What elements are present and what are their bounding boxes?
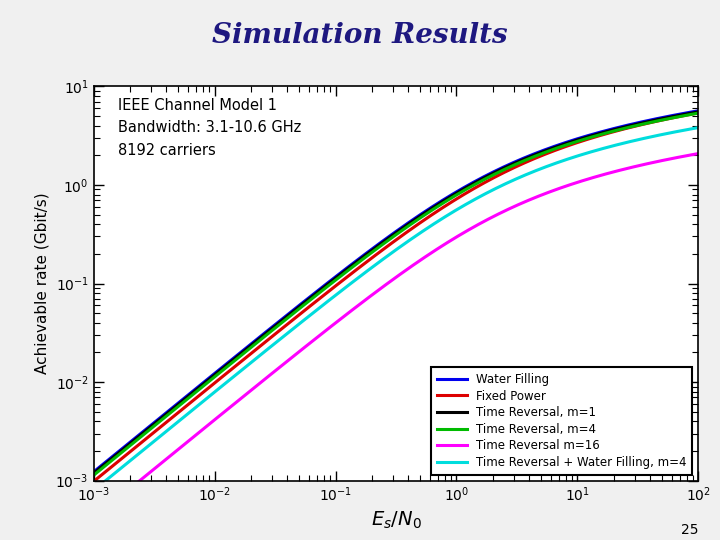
Time Reversal, m=1 xyxy=(89,470,98,477)
Time Reversal, m=4 xyxy=(89,472,98,478)
Time Reversal + Water Filling, m=4 xyxy=(383,253,392,259)
Fixed Power xyxy=(565,142,574,149)
Line: Fixed Power: Fixed Power xyxy=(94,113,698,482)
Text: IEEE Channel Model 1
Bandwidth: 3.1-10.6 GHz
8192 carriers: IEEE Channel Model 1 Bandwidth: 3.1-10.6… xyxy=(118,98,301,158)
Time Reversal m=16 xyxy=(120,490,129,496)
Time Reversal, m=1 xyxy=(383,235,392,242)
Fixed Power xyxy=(89,478,98,485)
Line: Time Reversal m=16: Time Reversal m=16 xyxy=(94,153,698,518)
Time Reversal, m=1 xyxy=(676,112,685,118)
Time Reversal, m=4 xyxy=(565,140,574,147)
Time Reversal, m=1 xyxy=(367,247,376,254)
Time Reversal + Water Filling, m=4 xyxy=(120,462,129,469)
Time Reversal + Water Filling, m=4 xyxy=(367,265,376,271)
Time Reversal m=16 xyxy=(694,150,703,157)
Water Filling xyxy=(120,443,129,450)
Time Reversal m=16 xyxy=(677,153,685,160)
Time Reversal, m=4 xyxy=(676,113,685,119)
Time Reversal, m=4 xyxy=(677,113,685,119)
Legend: Water Filling, Fixed Power, Time Reversal, m=1, Time Reversal, m=4, Time Reversa: Water Filling, Fixed Power, Time Reversa… xyxy=(431,367,693,475)
Time Reversal, m=4 xyxy=(120,447,129,454)
Line: Time Reversal, m=1: Time Reversal, m=1 xyxy=(94,112,698,474)
Time Reversal m=16 xyxy=(367,292,376,299)
Fixed Power xyxy=(694,110,703,116)
Time Reversal, m=4 xyxy=(383,238,392,244)
X-axis label: $E_s/N_0$: $E_s/N_0$ xyxy=(371,510,421,531)
Time Reversal, m=1 xyxy=(565,139,574,146)
Time Reversal + Water Filling, m=4 xyxy=(89,487,98,494)
Time Reversal, m=1 xyxy=(120,445,129,451)
Fixed Power xyxy=(120,453,129,460)
Time Reversal, m=1 xyxy=(694,109,703,115)
Water Filling xyxy=(677,111,685,117)
Line: Water Filling: Water Filling xyxy=(94,111,698,472)
Water Filling xyxy=(676,111,685,117)
Fixed Power xyxy=(677,113,685,119)
Time Reversal m=16 xyxy=(565,181,574,188)
Time Reversal, m=1 xyxy=(677,112,685,118)
Time Reversal, m=4 xyxy=(694,110,703,116)
Line: Time Reversal, m=4: Time Reversal, m=4 xyxy=(94,113,698,475)
Water Filling xyxy=(367,246,376,253)
Time Reversal + Water Filling, m=4 xyxy=(677,127,685,134)
Water Filling xyxy=(89,469,98,475)
Text: Simulation Results: Simulation Results xyxy=(212,22,508,49)
Line: Time Reversal + Water Filling, m=4: Time Reversal + Water Filling, m=4 xyxy=(94,127,698,490)
Fixed Power xyxy=(383,243,392,249)
Time Reversal + Water Filling, m=4 xyxy=(676,127,685,134)
Time Reversal m=16 xyxy=(383,280,392,287)
Water Filling xyxy=(694,107,703,114)
Fixed Power xyxy=(367,255,376,261)
Water Filling xyxy=(383,234,392,241)
Fixed Power xyxy=(676,113,685,119)
Text: 25: 25 xyxy=(681,523,698,537)
Time Reversal m=16 xyxy=(89,515,98,522)
Water Filling xyxy=(565,138,574,144)
Y-axis label: Achievable rate (Gbit/s): Achievable rate (Gbit/s) xyxy=(35,193,50,374)
Time Reversal, m=4 xyxy=(367,249,376,256)
Time Reversal + Water Filling, m=4 xyxy=(694,124,703,131)
Time Reversal m=16 xyxy=(676,153,685,160)
Time Reversal + Water Filling, m=4 xyxy=(565,155,574,161)
